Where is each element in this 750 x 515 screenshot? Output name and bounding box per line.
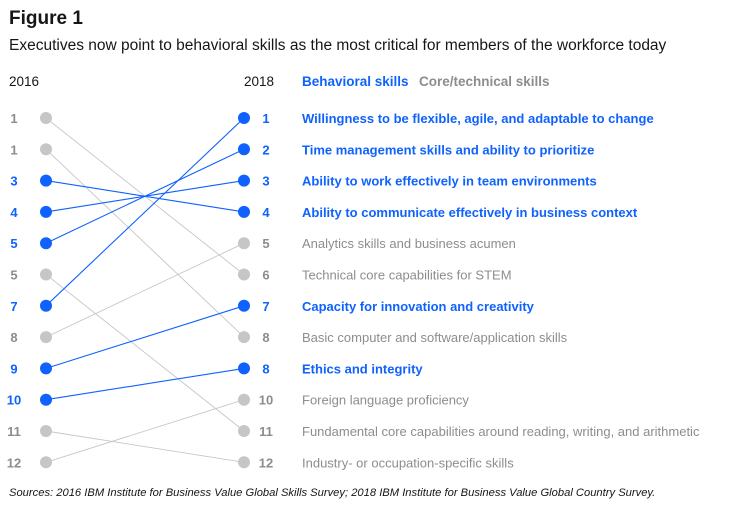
connector-line: [45, 242, 245, 338]
skill-label: Basic computer and software/application …: [302, 330, 568, 345]
connector-line: [45, 399, 245, 463]
rank-2016-dot: [40, 331, 52, 344]
rank-2016-label: 10: [7, 393, 21, 408]
rank-2016-label: 5: [10, 268, 17, 283]
rank-2016-dot: [40, 174, 52, 187]
skill-label: Time management skills and ability to pr…: [302, 142, 594, 157]
rank-2018-label: 6: [262, 268, 269, 283]
rank-2016-label: 5: [10, 236, 17, 251]
rank-2016-label: 8: [10, 330, 17, 345]
rank-2018-dot: [238, 237, 250, 250]
skill-label: Willingness to be flexible, agile, and a…: [302, 111, 654, 126]
rank-2018-dot: [238, 205, 250, 218]
skill-label: Technical core capabilities for STEM: [302, 268, 512, 283]
rank-2016-label: 12: [7, 455, 21, 470]
rank-2016-dot: [40, 362, 52, 375]
skill-label: Ability to work effectively in team envi…: [302, 174, 597, 189]
rank-2018-dot: [238, 425, 250, 437]
figure-subtitle: Executives now point to behavioral skill…: [9, 37, 667, 54]
rank-2018-label: 8: [262, 330, 269, 345]
rank-2016-dot: [40, 456, 52, 469]
rank-2018-label: 1: [262, 111, 269, 126]
rank-2018-label: 5: [262, 236, 269, 251]
rank-2016-label: 9: [10, 361, 17, 376]
rank-2016-label: 3: [10, 174, 17, 189]
skill-label: Ethics and integrity: [302, 361, 423, 376]
rank-2018-label: 12: [259, 455, 273, 470]
connector-line: [45, 305, 245, 369]
rank-2018-dot: [238, 299, 250, 312]
figure-title: Figure 1: [9, 8, 83, 29]
connector-line: [45, 148, 245, 338]
rank-2016-label: 4: [10, 205, 18, 220]
rank-2018-label: 7: [262, 299, 269, 314]
rank-2018-label: 8: [262, 361, 269, 376]
source-note: Sources: 2016 IBM Institute for Business…: [9, 487, 656, 499]
rank-2018-dot: [238, 331, 250, 344]
rank-2018-dot: [238, 112, 250, 124]
rank-2016-dot: [40, 112, 52, 124]
rank-2018-label: 11: [259, 424, 273, 439]
skill-label: Foreign language proficiency: [302, 393, 469, 408]
rank-2016-label: 7: [10, 299, 17, 314]
legend-behavioral: Behavioral skills: [302, 74, 409, 89]
connector-lines: [45, 117, 245, 463]
rank-2018-dot: [238, 393, 250, 406]
rank-2018-dot: [238, 362, 250, 375]
connector-line: [45, 430, 245, 463]
rank-2016-label: 11: [7, 424, 21, 439]
rank-2016-dot: [40, 237, 52, 250]
year-2018-label: 2018: [244, 74, 275, 89]
rank-2016-dot: [40, 143, 52, 156]
skill-label: Ability to communicate effectively in bu…: [302, 205, 638, 220]
rank-2016-dot: [40, 205, 52, 218]
connector-line: [45, 367, 245, 401]
rank-2016-dot: [40, 393, 52, 406]
rank-2016-dot: [40, 425, 52, 437]
skill-label: Industry- or occupation-specific skills: [302, 455, 514, 470]
skill-label: Analytics skills and business acumen: [302, 236, 516, 251]
skill-label: Fundamental core capabilities around rea…: [302, 424, 700, 439]
rank-2016-dot: [40, 299, 52, 312]
connector-line: [45, 274, 245, 432]
rank-2018-label: 4: [262, 205, 270, 220]
rank-2016-label: 1: [10, 111, 17, 126]
rank-2018-dot: [238, 174, 250, 187]
rank-2018-dot: [238, 456, 250, 469]
connector-line: [45, 180, 245, 213]
legend-core: Core/technical skills: [419, 74, 550, 89]
year-2016-label: 2016: [9, 74, 40, 89]
rank-2018-column: 1 Willingness to be flexible, agile, and …: [238, 111, 700, 470]
skill-label: Capacity for innovation and creativity: [302, 299, 535, 314]
rank-2018-label: 10: [259, 393, 273, 408]
rank-2018-label: 3: [262, 174, 269, 189]
rank-2018-dot: [238, 268, 250, 281]
rank-2016-dot: [40, 268, 52, 281]
rank-2018-label: 2: [262, 142, 269, 157]
rank-2018-dot: [238, 143, 250, 156]
connector-line: [45, 117, 245, 307]
rank-2016-label: 1: [10, 142, 17, 157]
